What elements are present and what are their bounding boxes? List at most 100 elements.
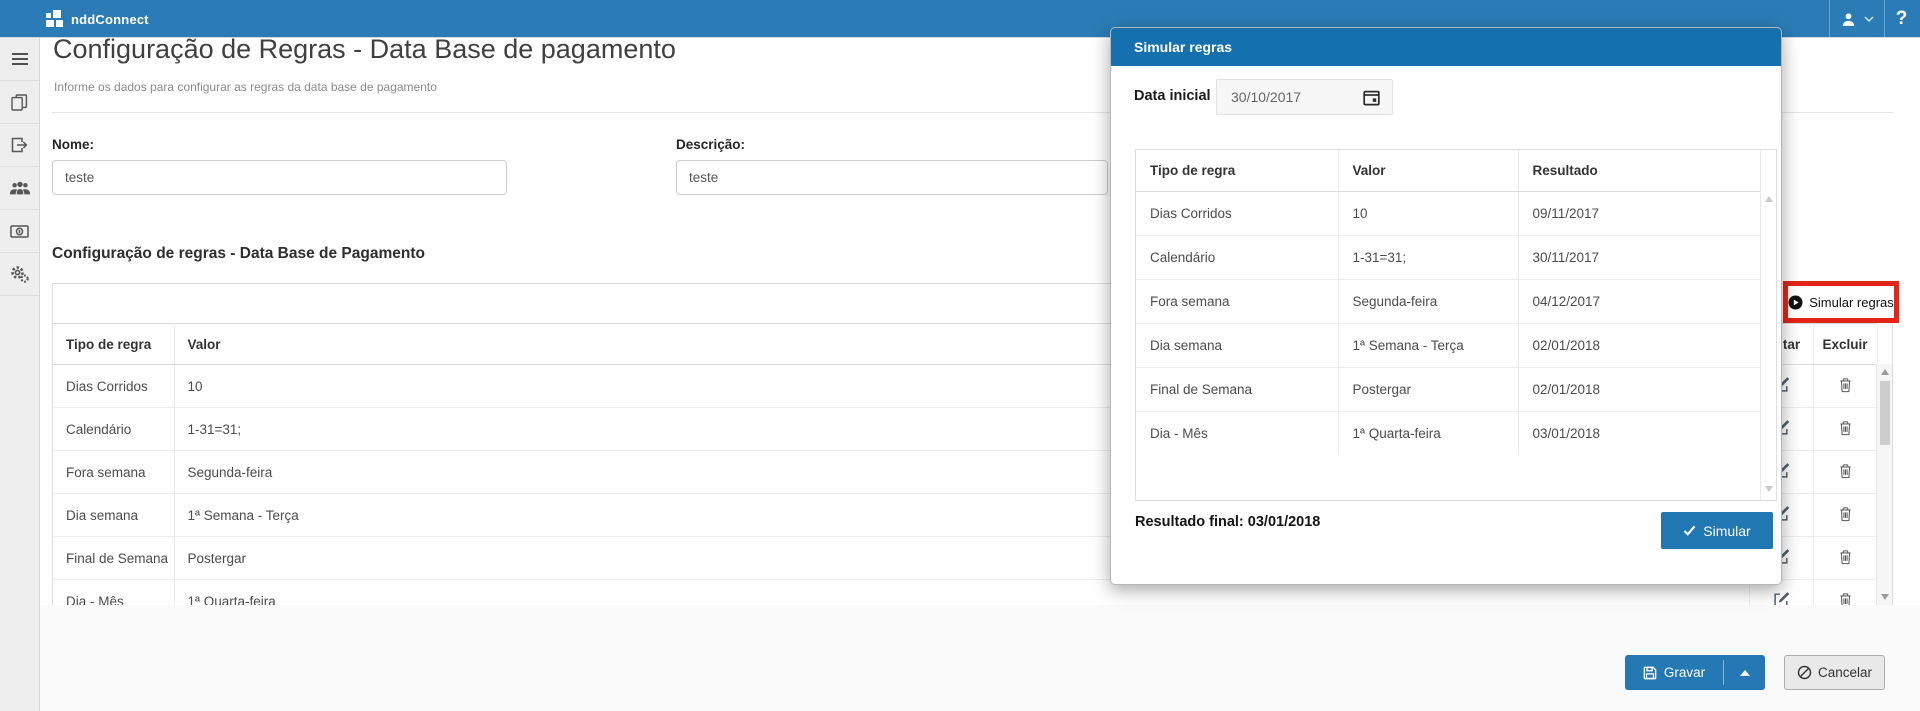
trash-icon[interactable] xyxy=(1838,592,1853,605)
cell-valor: 1-31=31; xyxy=(1338,235,1519,280)
users-icon xyxy=(9,181,30,195)
cell-tipo: Final de Semana xyxy=(53,536,175,580)
table-row: Fora semana Segunda-feira 04/12/2017 xyxy=(1136,279,1763,324)
scroll-thumb[interactable] xyxy=(1879,381,1890,445)
brand-name: nddConnect xyxy=(71,11,149,27)
descricao-label: Descrição: xyxy=(676,137,746,152)
cell-valor: 1ª Semana - Terça xyxy=(1338,323,1519,368)
scroll-down-arrow[interactable] xyxy=(1881,594,1889,600)
sidebar-item-payments[interactable] xyxy=(0,210,39,253)
table-row: Calendário 1-31=31; 30/11/2017 xyxy=(1136,235,1763,280)
page-title: Configuração de Regras - Data Base de pa… xyxy=(53,34,676,64)
cell-resultado: 02/01/2018 xyxy=(1518,367,1763,412)
simulate-button[interactable]: Simular xyxy=(1661,512,1773,549)
caret-up-icon xyxy=(1739,669,1750,676)
trash-icon[interactable] xyxy=(1838,377,1853,393)
scroll-up-arrow[interactable] xyxy=(1880,369,1889,375)
check-icon xyxy=(1683,525,1696,536)
cell-tipo: Dias Corridos xyxy=(1136,191,1339,236)
cell-tipo: Dia - Mês xyxy=(1136,411,1339,455)
simulate-rules-button[interactable]: Simular regras xyxy=(1809,294,1894,310)
trash-icon[interactable] xyxy=(1838,420,1853,436)
save-button[interactable]: Gravar xyxy=(1625,655,1723,690)
trash-icon[interactable] xyxy=(1838,506,1853,522)
nome-label: Nome: xyxy=(52,137,95,152)
cell-valor: Postergar xyxy=(1338,367,1519,412)
calendar-icon[interactable] xyxy=(1363,89,1380,106)
chevron-down-icon xyxy=(1863,15,1874,22)
save-dropdown-toggle[interactable] xyxy=(1724,655,1765,690)
edit-icon[interactable] xyxy=(1773,591,1790,605)
scroll-down-arrow[interactable] xyxy=(1765,486,1773,492)
date-label: Data inicial : xyxy=(1134,88,1220,104)
menu-icon xyxy=(11,53,28,65)
simulate-rules-highlight: Simular regras xyxy=(1783,281,1899,323)
table-row: Dia - Mês 1ª Quarta-feira 03/01/2018 xyxy=(1136,411,1763,455)
play-circle-icon xyxy=(1788,294,1803,310)
cell-resultado: 02/01/2018 xyxy=(1518,323,1763,368)
final-result-text: Resultado final: 03/01/2018 xyxy=(1135,514,1321,530)
cell-valor: 1ª Quarta-feira xyxy=(1338,411,1519,455)
cell-valor: 10 xyxy=(1338,191,1519,236)
table-row: Final de Semana Postergar 02/01/2018 xyxy=(1136,367,1763,412)
start-date-value: 30/10/2017 xyxy=(1231,89,1302,105)
topbar-right: ? xyxy=(1829,0,1918,38)
ndd-logo-icon xyxy=(46,10,63,27)
sidebar-item-settings[interactable] xyxy=(0,253,39,296)
header-divider xyxy=(52,112,1893,113)
col-header-tipo: Tipo de regra xyxy=(53,323,175,365)
brand-logo: nddConnect xyxy=(46,0,149,38)
export-icon xyxy=(11,137,28,153)
rules-section-title: Configuração de regras - Data Base de Pa… xyxy=(52,245,425,262)
modal-title: Simular regras xyxy=(1134,39,1233,55)
payments-icon xyxy=(10,224,29,238)
cell-tipo: Calendário xyxy=(1136,235,1339,280)
col-header-excluir: Excluir xyxy=(1813,323,1878,365)
user-icon xyxy=(1842,12,1854,26)
cell-tipo: Calendário xyxy=(53,407,175,451)
topbar-divider xyxy=(1829,0,1830,38)
settings-icon xyxy=(11,266,29,283)
trash-icon[interactable] xyxy=(1838,549,1853,565)
sidebar-item-export[interactable] xyxy=(0,124,39,167)
trash-icon[interactable] xyxy=(1838,463,1853,479)
start-date-field[interactable]: 30/10/2017 xyxy=(1216,79,1393,115)
page-footer xyxy=(40,605,1920,711)
sidebar xyxy=(0,38,40,711)
scroll-up-arrow[interactable] xyxy=(1765,196,1773,202)
cancel-button-label: Cancelar xyxy=(1817,665,1873,680)
sidebar-item-documents[interactable] xyxy=(0,81,39,124)
cell-tipo: Final de Semana xyxy=(1136,367,1339,412)
cell-resultado: 09/11/2017 xyxy=(1518,191,1763,236)
simulation-table-wrap: Tipo de regra Valor Resultado Dias Corri… xyxy=(1135,149,1777,501)
col-header-tipo: Tipo de regra xyxy=(1136,150,1339,192)
sidebar-item-menu[interactable] xyxy=(0,38,39,81)
save-button-label: Gravar xyxy=(1663,665,1706,680)
cell-tipo: Dias Corridos xyxy=(53,364,175,408)
cell-tipo: Fora semana xyxy=(53,450,175,494)
descricao-field[interactable] xyxy=(676,160,1108,195)
sidebar-item-users[interactable] xyxy=(0,167,39,210)
user-menu[interactable] xyxy=(1830,0,1884,38)
modal-header: Simular regras xyxy=(1111,28,1781,66)
cell-tipo: Dia semana xyxy=(1136,323,1339,368)
modal-table-scrollbar[interactable] xyxy=(1760,150,1776,500)
help-button[interactable]: ? xyxy=(1895,8,1908,29)
table-row: Dias Corridos 10 09/11/2017 xyxy=(1136,191,1763,236)
col-header-valor: Valor xyxy=(1338,150,1519,192)
save-split-button[interactable]: Gravar xyxy=(1625,655,1765,690)
cancel-button[interactable]: Cancelar xyxy=(1784,655,1885,690)
cell-resultado: 30/11/2017 xyxy=(1518,235,1763,280)
topbar-divider xyxy=(1884,0,1885,38)
ban-icon xyxy=(1797,665,1812,680)
simulation-table: Tipo de regra Valor Resultado Dias Corri… xyxy=(1136,150,1763,455)
page-subtitle: Informe os dados para configurar as regr… xyxy=(54,80,437,94)
nome-field[interactable] xyxy=(52,160,507,195)
col-header-resultado: Resultado xyxy=(1518,150,1763,192)
table-header-row: Tipo de regra Valor Resultado xyxy=(1136,150,1763,192)
table-scrollbar[interactable] xyxy=(1876,364,1892,605)
cell-resultado: 04/12/2017 xyxy=(1518,279,1763,324)
simulate-modal: Simular regras Data inicial : 30/10/2017… xyxy=(1110,27,1782,585)
documents-icon xyxy=(11,93,28,111)
topbar: nddConnect ? xyxy=(0,0,1920,38)
